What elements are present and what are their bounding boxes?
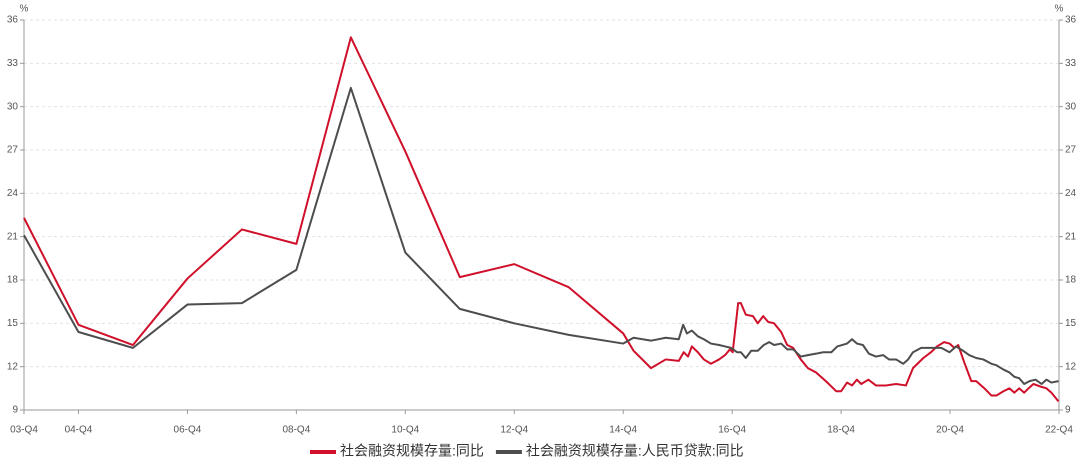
y2-tick-label: 36	[1065, 15, 1077, 26]
y-axis-label: %	[20, 4, 29, 15]
y2-tick-label: 15	[1065, 318, 1077, 329]
y-tick-label: 15	[7, 318, 19, 329]
y-tick-label: 24	[7, 188, 19, 199]
x-tick-label: 20-Q4	[936, 425, 964, 436]
x-tick-label: 18-Q4	[827, 425, 855, 436]
x-tick-label: 06-Q4	[174, 425, 202, 436]
x-tick-label: 22-Q4	[1045, 425, 1073, 436]
y-tick-label: 33	[7, 58, 19, 69]
y-tick-label: 18	[7, 275, 19, 286]
x-tick-label: 04-Q4	[65, 425, 93, 436]
series-line	[23, 36, 1060, 402]
x-tick-label: 03-Q4	[10, 425, 38, 436]
x-tick-label: 12-Q4	[500, 425, 528, 436]
x-tick-label: 16-Q4	[718, 425, 746, 436]
y2-tick-label: 24	[1065, 188, 1077, 199]
x-tick-label: 08-Q4	[282, 425, 310, 436]
legend-label: 社会融资规模存量:同比	[340, 443, 484, 459]
x-tick-label: 10-Q4	[391, 425, 419, 436]
y-tick-label: 12	[7, 361, 19, 372]
legend: 社会融资规模存量:同比 社会融资规模存量:人民币贷款:同比	[310, 443, 744, 459]
y2-tick-label: 9	[1065, 405, 1071, 416]
y2-tick-label: 33	[1065, 58, 1077, 69]
y2-tick-label: 12	[1065, 361, 1077, 372]
y-tick-label: 36	[7, 15, 19, 26]
y2-axis-label: %	[1055, 4, 1064, 15]
y-tick-label: 21	[7, 231, 19, 242]
y-tick-label: 9	[12, 405, 18, 416]
legend-label: 社会融资规模存量:人民币贷款:同比	[526, 443, 744, 459]
y-tick-label: 30	[7, 101, 19, 112]
y2-tick-label: 27	[1065, 145, 1077, 156]
y2-tick-label: 21	[1065, 231, 1077, 242]
x-tick-label: 14-Q4	[609, 425, 637, 436]
y2-tick-label: 18	[1065, 275, 1077, 286]
y-tick-label: 27	[7, 145, 19, 156]
y2-tick-label: 30	[1065, 101, 1077, 112]
series-line	[23, 86, 1059, 385]
